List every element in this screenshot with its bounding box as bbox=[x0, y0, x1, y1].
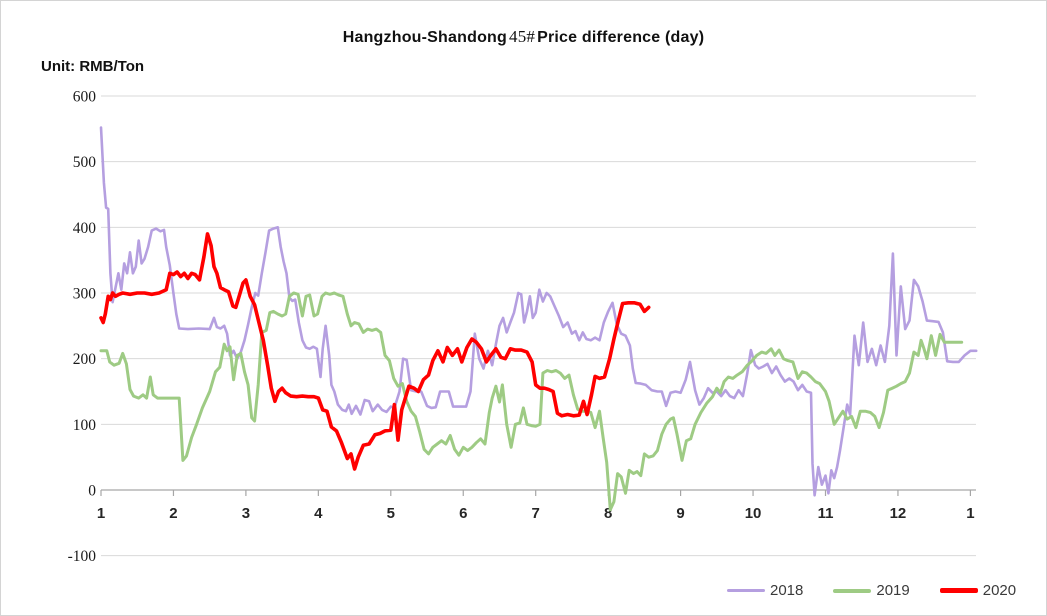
x-tick-label: 8 bbox=[604, 505, 612, 522]
y-tick-label: 200 bbox=[73, 351, 97, 368]
title-part-2: 45# bbox=[509, 27, 536, 46]
legend-item-2020: 2020 bbox=[939, 582, 1017, 599]
title-part-1: Hangzhou-Shandong bbox=[342, 29, 507, 46]
legend: 2018 2019 2020 bbox=[727, 582, 1016, 599]
x-tick-label: 4 bbox=[314, 505, 323, 522]
x-tick-label: 6 bbox=[459, 505, 467, 522]
title-part-3: Price difference (day) bbox=[537, 29, 705, 46]
x-tick-label: 5 bbox=[387, 505, 395, 522]
legend-label-2018: 2018 bbox=[770, 582, 804, 599]
legend-swatch-2018 bbox=[727, 589, 765, 592]
series-line-2020 bbox=[99, 232, 651, 471]
legend-item-2018: 2018 bbox=[727, 582, 803, 599]
legend-swatch-2019 bbox=[833, 588, 872, 593]
y-tick-label: 0 bbox=[88, 483, 96, 500]
page-title: Hangzhou-Shandong 45# Price difference (da… bbox=[1, 27, 1046, 47]
x-tick-label: 1 bbox=[966, 505, 974, 522]
series-line-2019 bbox=[99, 291, 964, 512]
series-line-2018 bbox=[99, 126, 978, 497]
y-tick-label: 600 bbox=[73, 88, 97, 105]
y-tick-label: 500 bbox=[73, 154, 97, 171]
legend-label-2020: 2020 bbox=[982, 582, 1017, 599]
legend-swatch-2020 bbox=[939, 588, 978, 593]
x-tick-label: 3 bbox=[242, 505, 250, 522]
y-tick-label: -100 bbox=[68, 548, 97, 565]
y-tick-label: 300 bbox=[73, 285, 97, 302]
x-tick-label: 10 bbox=[745, 505, 762, 522]
x-tick-label: 11 bbox=[818, 505, 834, 522]
legend-label-2019: 2019 bbox=[876, 582, 910, 599]
unit-label: Unit: RMB/Ton bbox=[41, 58, 145, 75]
x-tick-label: 7 bbox=[532, 505, 540, 522]
x-tick-label: 2 bbox=[169, 505, 177, 522]
legend-item-2019: 2019 bbox=[833, 582, 910, 599]
y-tick-label: 100 bbox=[73, 417, 97, 434]
x-tick-label: 1 bbox=[97, 505, 105, 522]
y-tick-label: 400 bbox=[73, 220, 97, 237]
x-tick-label: 9 bbox=[676, 505, 684, 522]
x-tick-label: 12 bbox=[890, 505, 907, 522]
